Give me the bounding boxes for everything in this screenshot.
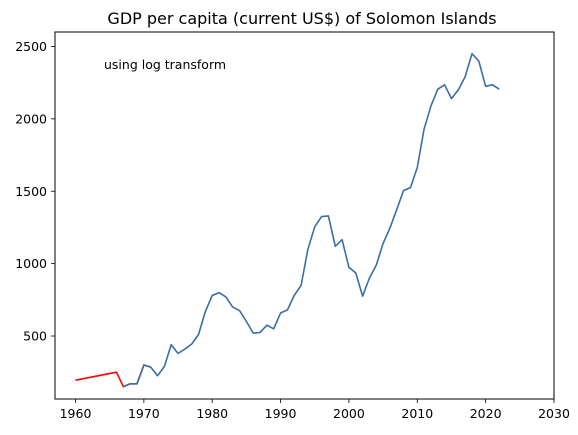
y-tick-label: 1500 — [15, 184, 47, 199]
x-tick-label: 2000 — [333, 406, 365, 421]
y-tick-label: 2000 — [15, 111, 47, 126]
x-tick-label: 1960 — [60, 406, 92, 421]
y-axis: 500 1000 1500 2000 2500 — [15, 39, 55, 344]
chart-annotation: using log transform — [104, 57, 226, 72]
x-tick-label: 2020 — [470, 406, 502, 421]
x-tick-label: 1990 — [265, 406, 297, 421]
chart-title: GDP per capita (current US$) of Solomon … — [107, 9, 496, 28]
x-tick-label: 2010 — [401, 406, 433, 421]
y-tick-label: 1000 — [15, 256, 47, 271]
x-tick-label: 1980 — [196, 406, 228, 421]
plot-lines — [75, 52, 500, 388]
series-line-log-transform — [123, 52, 500, 388]
x-tick-label: 2030 — [538, 406, 570, 421]
y-tick-label: 500 — [23, 329, 47, 344]
x-tick-label: 1970 — [128, 406, 160, 421]
plot-area — [54, 31, 555, 400]
y-tick-label: 2500 — [15, 39, 47, 54]
x-axis: 1960 1970 1980 1990 2000 2010 2020 2030 — [60, 399, 570, 421]
